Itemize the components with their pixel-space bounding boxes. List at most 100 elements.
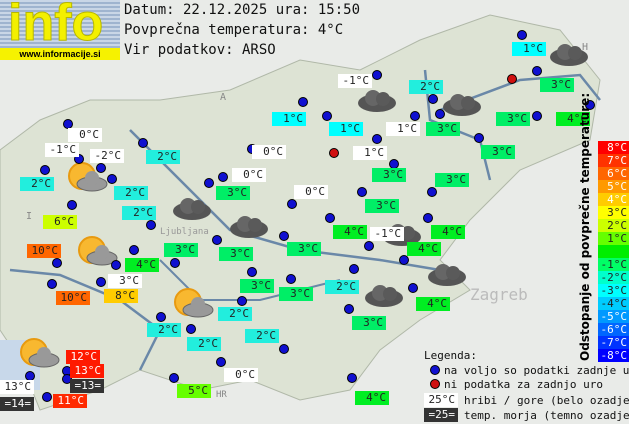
station-dot[interactable] <box>532 66 542 76</box>
station-dot[interactable] <box>435 109 445 119</box>
logo-url[interactable]: www.informacije.si <box>0 48 120 60</box>
station-dot[interactable] <box>156 312 166 322</box>
station-temperature-label: 1°C <box>512 42 546 56</box>
station-temperature-label: 3°C <box>240 279 274 293</box>
station-dot[interactable] <box>372 134 382 144</box>
station-dot[interactable] <box>170 258 180 268</box>
station-temperature-label: 12°C <box>66 350 100 364</box>
station-dot[interactable] <box>96 277 106 287</box>
station-dot-no-data[interactable] <box>507 74 517 84</box>
station-dot[interactable] <box>247 267 257 277</box>
station-temperature-label: 4°C <box>556 112 590 126</box>
station-dot[interactable] <box>347 373 357 383</box>
scale-step: 1°C <box>598 232 629 245</box>
station-dot[interactable] <box>423 213 433 223</box>
scale-step <box>598 245 629 258</box>
station-dot[interactable] <box>287 199 297 209</box>
station-dot[interactable] <box>186 324 196 334</box>
station-dot[interactable] <box>279 344 289 354</box>
station-dot[interactable] <box>585 100 595 110</box>
station-temperature-label: 11°C <box>53 394 87 408</box>
station-dot[interactable] <box>40 165 50 175</box>
station-dot[interactable] <box>212 235 222 245</box>
station-dot[interactable] <box>138 138 148 148</box>
station-dot[interactable] <box>399 255 409 265</box>
station-dot[interactable] <box>364 241 374 251</box>
station-temperature-label: 8°C <box>104 289 138 303</box>
sea-temperature-label: =13= <box>70 379 104 393</box>
station-dot[interactable] <box>204 178 214 188</box>
deviation-scale: 8°C 7°C 6°C 5°C 4°C 3°C 2°C 1°C -1°C -2°C -3°C -4°C… <box>598 141 629 362</box>
station-dot[interactable] <box>169 373 179 383</box>
scale-step: 5°C <box>598 180 629 193</box>
station-temperature-label: 3°C <box>496 112 530 126</box>
station-dot[interactable] <box>428 94 438 104</box>
map-label-zagreb: Zagreb <box>470 285 528 304</box>
station-temperature-label: 0°C <box>232 168 266 182</box>
station-dot[interactable] <box>146 220 156 230</box>
station-dot[interactable] <box>107 174 117 184</box>
station-dot[interactable] <box>322 111 332 121</box>
station-dot[interactable] <box>47 279 57 289</box>
station-temperature-label: -1°C <box>370 227 404 241</box>
station-dot[interactable] <box>129 245 139 255</box>
station-temperature-label: 2°C <box>325 280 359 294</box>
station-dot[interactable] <box>357 187 367 197</box>
station-dot[interactable] <box>216 357 226 367</box>
station-temperature-label: 3°C <box>164 243 198 257</box>
overcast-cloud-icon <box>355 88 399 118</box>
station-dot[interactable] <box>298 97 308 107</box>
station-temperature-label: 2°C <box>147 323 181 337</box>
station-dot[interactable] <box>67 200 77 210</box>
station-dot[interactable] <box>286 274 296 284</box>
legend-mountain-text: hribi / gore (belo ozadje) <box>464 394 629 407</box>
station-temperature-label: 5°C <box>177 384 211 398</box>
station-temperature-label: 1°C <box>329 122 363 136</box>
station-dot[interactable] <box>532 111 542 121</box>
station-dot[interactable] <box>372 70 382 80</box>
station-temperature-label: 2°C <box>245 329 279 343</box>
station-temperature-label: 4°C <box>333 225 367 239</box>
overcast-cloud-icon <box>440 92 484 122</box>
station-dot[interactable] <box>279 231 289 241</box>
station-temperature-label: 13°C <box>0 380 34 394</box>
partly-cloudy-icon <box>14 336 60 374</box>
station-dot[interactable] <box>42 392 52 402</box>
partly-cloudy-icon <box>168 286 214 324</box>
station-dot[interactable] <box>74 154 84 164</box>
station-temperature-label: 3°C <box>435 173 469 187</box>
scale-step: -5°C <box>598 310 629 323</box>
station-dot[interactable] <box>517 30 527 40</box>
station-dot[interactable] <box>349 264 359 274</box>
station-dot[interactable] <box>344 304 354 314</box>
overcast-cloud-icon <box>362 283 406 313</box>
station-temperature-label: 3°C <box>372 168 406 182</box>
station-dot[interactable] <box>408 283 418 293</box>
station-dot[interactable] <box>96 163 106 173</box>
map-label-ljubljana: Ljubljana <box>160 227 209 237</box>
blue-dot-icon <box>430 365 440 375</box>
station-dot[interactable] <box>218 172 228 182</box>
scale-step: -1°C <box>598 258 629 271</box>
station-dot[interactable] <box>427 187 437 197</box>
station-temperature-label: 10°C <box>27 244 61 258</box>
station-dot-no-data[interactable] <box>329 148 339 158</box>
station-dot[interactable] <box>325 213 335 223</box>
station-temperature-label: 0°C <box>68 128 102 142</box>
station-temperature-label: 2°C <box>122 206 156 220</box>
scale-step: 7°C <box>598 154 629 167</box>
station-dot[interactable] <box>410 111 420 121</box>
station-dot[interactable] <box>237 296 247 306</box>
scale-step: 2°C <box>598 219 629 232</box>
station-dot[interactable] <box>52 258 62 268</box>
station-temperature-label: 2°C <box>187 337 221 351</box>
station-dot[interactable] <box>111 260 121 270</box>
scale-title: Odstopanje od povprečne temperature: <box>578 92 592 361</box>
station-temperature-label: 3°C <box>352 316 386 330</box>
station-dot[interactable] <box>474 133 484 143</box>
overcast-cloud-icon <box>170 196 214 226</box>
logo[interactable]: info www.informacije.si <box>0 0 120 60</box>
station-temperature-label: 2°C <box>409 80 443 94</box>
partly-cloudy-icon <box>62 160 108 198</box>
station-temperature-label: 3°C <box>365 199 399 213</box>
